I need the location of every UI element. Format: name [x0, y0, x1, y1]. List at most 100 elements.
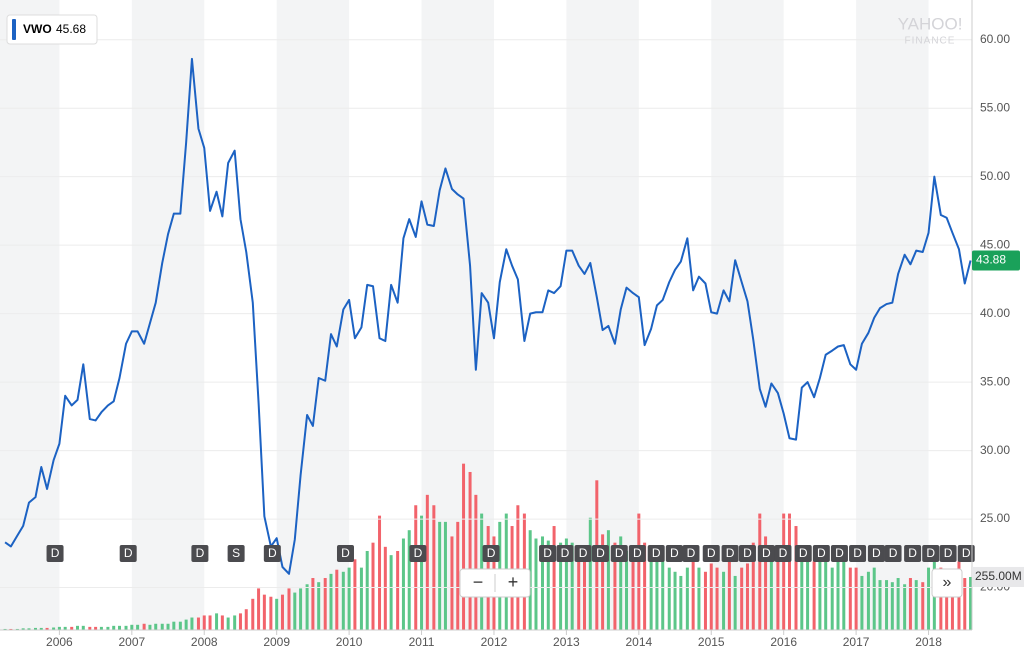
event-label: D [652, 546, 661, 560]
event-label: D [889, 546, 898, 560]
zoom-in[interactable]: + [508, 572, 519, 592]
volume-bar [124, 625, 128, 630]
event-marker [682, 545, 700, 562]
volume-bar [450, 536, 454, 630]
volume-bar [45, 627, 49, 630]
volume-bar [148, 624, 152, 630]
volume-bar [287, 588, 291, 630]
event-label: D [615, 546, 624, 560]
event-marker [591, 545, 609, 562]
event-label: D [853, 546, 862, 560]
event-label: D [51, 546, 60, 560]
volume-bar [196, 617, 200, 630]
volume-bar [709, 563, 713, 630]
volume-bar [9, 628, 13, 630]
watermark: YAHOO! [898, 14, 963, 33]
volume-bar [238, 613, 242, 630]
volume-bar [456, 521, 460, 630]
volume-bar [691, 555, 695, 630]
event-marker [119, 545, 137, 562]
volume-bar [751, 542, 755, 630]
volume-bar [860, 575, 864, 630]
volume-bar [927, 567, 931, 630]
volume-bar [118, 625, 122, 630]
event-marker [757, 545, 775, 562]
x-tick-label: 2005 [0, 635, 1, 649]
scroll-icon[interactable]: » [943, 574, 952, 591]
event-marker [482, 545, 500, 562]
event-marker [409, 545, 427, 562]
volume-layer [3, 463, 972, 630]
volume-bar [88, 626, 92, 630]
volume-bar [637, 513, 641, 630]
event-marker [610, 545, 628, 562]
volume-bar [914, 580, 918, 630]
volume-bar [75, 625, 79, 630]
volume-bar [474, 494, 478, 630]
volume-bar [685, 567, 689, 630]
x-tick-label: 2007 [118, 635, 145, 649]
volume-bar [27, 628, 31, 630]
event-marker [574, 545, 592, 562]
event-marker [702, 545, 720, 562]
zoom-out[interactable]: − [473, 572, 484, 592]
event-marker [884, 545, 902, 562]
x-tick-label: 2006 [46, 635, 73, 649]
event-marker [191, 545, 209, 562]
volume-bar [764, 536, 768, 630]
volume-bar [745, 563, 749, 630]
volume-bar [335, 569, 339, 630]
volume-bar [160, 623, 164, 630]
volume-bar [106, 626, 110, 630]
volume-bar [63, 626, 67, 630]
x-tick-label: 2016 [770, 635, 797, 649]
volume-bar [341, 571, 345, 630]
volume-bar [794, 526, 798, 630]
volume-bar [758, 513, 762, 630]
event-marker [812, 545, 830, 562]
plot [4, 57, 972, 575]
volume-bar [130, 624, 134, 630]
event-marker [556, 545, 574, 562]
y-tick-label: 55.00 [980, 100, 1010, 114]
volume-bar [323, 578, 327, 630]
scroll-button[interactable] [931, 568, 963, 598]
volume-bar [727, 555, 731, 630]
x-tick-label: 2015 [698, 635, 725, 649]
volume-bar [667, 567, 671, 630]
event-marker [738, 545, 756, 562]
volume-bar [136, 624, 140, 630]
volume-bar [81, 625, 85, 630]
volume-bar [52, 627, 56, 630]
volume-bar [420, 515, 424, 630]
volume-bar [414, 505, 418, 630]
volume-bar [649, 546, 653, 630]
volume-bar [371, 542, 375, 630]
volume-bar [432, 505, 436, 630]
volume-bar [564, 538, 568, 630]
volume-bar [468, 471, 472, 630]
volume-bar [262, 594, 266, 630]
volume-bar [443, 521, 447, 630]
y-tick-label: 45.00 [980, 237, 1010, 251]
x-tick-label: 2008 [191, 635, 218, 649]
legend-value: 45.68 [56, 22, 86, 36]
event-marker [539, 545, 557, 562]
year-band [566, 0, 639, 630]
volume-bar [226, 617, 230, 630]
volume-bar [769, 555, 773, 630]
event-marker [665, 545, 683, 562]
volume-bar [190, 617, 194, 630]
volume-bar [818, 546, 822, 630]
event-label: D [670, 546, 679, 560]
event-marker [867, 545, 885, 562]
event-label: D [687, 546, 696, 560]
volume-bar [172, 621, 176, 630]
y-tick-label: 50.00 [980, 169, 1010, 183]
event-label: D [561, 546, 570, 560]
volume-bar [462, 463, 466, 630]
volume-bar [776, 546, 780, 630]
volume-bar [854, 567, 858, 630]
